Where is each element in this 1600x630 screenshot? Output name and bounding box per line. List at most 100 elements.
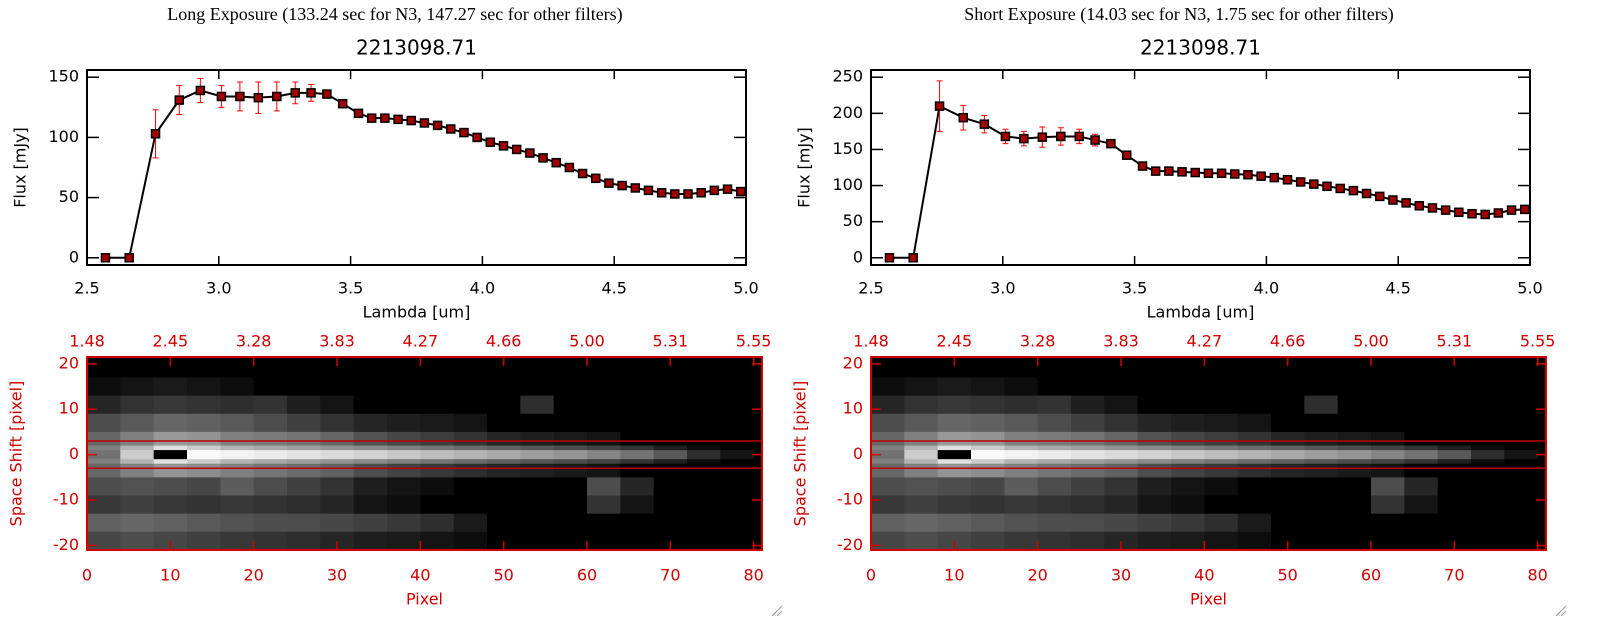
image-cell <box>387 413 421 433</box>
y-axis-label: Flux [mJy] <box>795 127 814 208</box>
image-cell <box>420 450 455 460</box>
image-cell <box>520 445 555 451</box>
image-cell <box>1171 431 1205 447</box>
image-cell <box>871 513 905 533</box>
y-axis-label: Flux [mJy] <box>11 127 30 208</box>
image-cell <box>1071 357 1105 378</box>
data-point <box>656 188 667 198</box>
image-cell <box>87 445 121 451</box>
image-cell <box>937 431 972 447</box>
data-point <box>934 101 945 111</box>
image-cell <box>520 431 555 447</box>
image-cell <box>1104 377 1139 397</box>
image-cell <box>320 495 355 515</box>
image-cell <box>320 450 355 460</box>
x2-tick-label: 2.45 <box>153 332 189 351</box>
image-cell <box>453 459 488 465</box>
image-cell <box>1437 450 1472 460</box>
x-tick-label: 4.5 <box>601 279 626 298</box>
image-cell <box>287 445 321 451</box>
image-cell <box>287 395 321 415</box>
x2-tick-label: 3.83 <box>319 332 355 351</box>
image-cell <box>253 445 288 451</box>
image-cell <box>287 531 321 551</box>
image-cell <box>253 513 288 533</box>
data-point <box>393 114 403 125</box>
image-cell <box>1204 513 1239 533</box>
image-cell <box>720 357 755 378</box>
image-cell <box>520 495 555 515</box>
image-cell <box>287 463 321 478</box>
image-cell <box>587 395 621 415</box>
image-cell <box>904 513 939 533</box>
x2-tick-label: 4.66 <box>486 332 522 351</box>
image-cell <box>1104 477 1139 497</box>
image-cell <box>1371 477 1405 497</box>
data-point <box>485 137 496 147</box>
image-cell <box>1404 357 1439 378</box>
data-point <box>1190 167 1200 178</box>
image-cell <box>687 413 721 433</box>
image-cell <box>553 377 588 397</box>
x-tick-label: 70 <box>1444 566 1464 585</box>
image-cell <box>487 377 521 397</box>
x-tick-label: 3.0 <box>206 279 231 298</box>
x2-tick-label: 4.27 <box>403 332 439 351</box>
image-cell <box>620 431 655 447</box>
image-cell <box>187 357 221 378</box>
y-axis-label: Space Shift [pixel] <box>7 381 26 527</box>
data-point <box>306 88 316 98</box>
image-cell <box>1137 377 1172 397</box>
image-cell <box>687 495 721 515</box>
image-cell <box>620 445 655 451</box>
image-cell <box>353 459 388 465</box>
image-cell <box>553 395 588 415</box>
data-point <box>472 132 482 143</box>
image-cell <box>1404 463 1439 478</box>
image-cell <box>520 531 555 551</box>
image-cell <box>1104 445 1139 451</box>
image-cell <box>1171 513 1205 533</box>
image-cell <box>453 495 488 515</box>
image-cell <box>620 357 655 378</box>
image-cell <box>587 445 621 451</box>
image-cell <box>153 431 188 447</box>
image-cell <box>1171 463 1205 478</box>
image-cell <box>553 413 588 433</box>
image-cell <box>453 477 488 497</box>
x-tick-label: 2.5 <box>74 279 99 298</box>
data-point <box>195 85 206 96</box>
data-point <box>1335 183 1345 194</box>
data-point <box>1243 169 1253 180</box>
image-cell <box>1371 395 1405 415</box>
data-point <box>1074 131 1084 142</box>
image-cell <box>1371 431 1405 447</box>
image-cell <box>187 459 221 465</box>
data-point <box>353 108 364 119</box>
image-cell <box>904 413 939 433</box>
image-cell <box>971 495 1005 515</box>
image-cell <box>1137 395 1172 415</box>
image-cell <box>1204 413 1239 433</box>
data-point <box>1164 166 1174 176</box>
image-cell <box>1204 377 1239 397</box>
image-frame <box>870 356 1547 551</box>
image-cell <box>871 459 905 465</box>
image-cell <box>1204 477 1239 497</box>
image-cell <box>971 431 1005 447</box>
image-cell <box>1404 531 1439 551</box>
chart-title: 2213098.71 <box>356 36 477 60</box>
image-cell <box>720 445 755 451</box>
image-cell <box>387 459 421 465</box>
image-cell <box>520 357 555 378</box>
image-cell <box>1304 495 1339 515</box>
image-cell <box>1504 459 1539 465</box>
data-point <box>590 173 601 184</box>
data-point <box>1019 133 1029 144</box>
image-cell <box>320 413 355 433</box>
image-cell <box>1237 377 1272 397</box>
image-cell <box>904 477 939 497</box>
image-cell <box>187 450 221 460</box>
data-point <box>670 189 680 199</box>
data-point <box>1150 166 1161 176</box>
